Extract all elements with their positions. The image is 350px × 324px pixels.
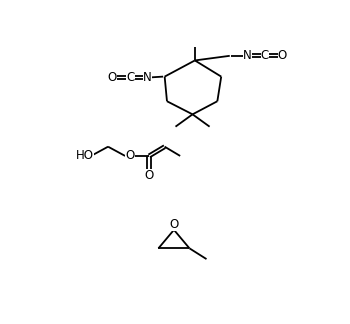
Text: C: C	[260, 49, 269, 62]
Text: N: N	[243, 49, 252, 62]
Text: C: C	[126, 71, 135, 84]
Text: O: O	[107, 71, 117, 84]
Text: O: O	[278, 49, 287, 62]
Text: O: O	[125, 149, 134, 162]
Text: O: O	[169, 218, 178, 231]
Text: O: O	[145, 169, 154, 182]
Text: HO: HO	[76, 149, 94, 162]
Text: N: N	[143, 71, 152, 84]
